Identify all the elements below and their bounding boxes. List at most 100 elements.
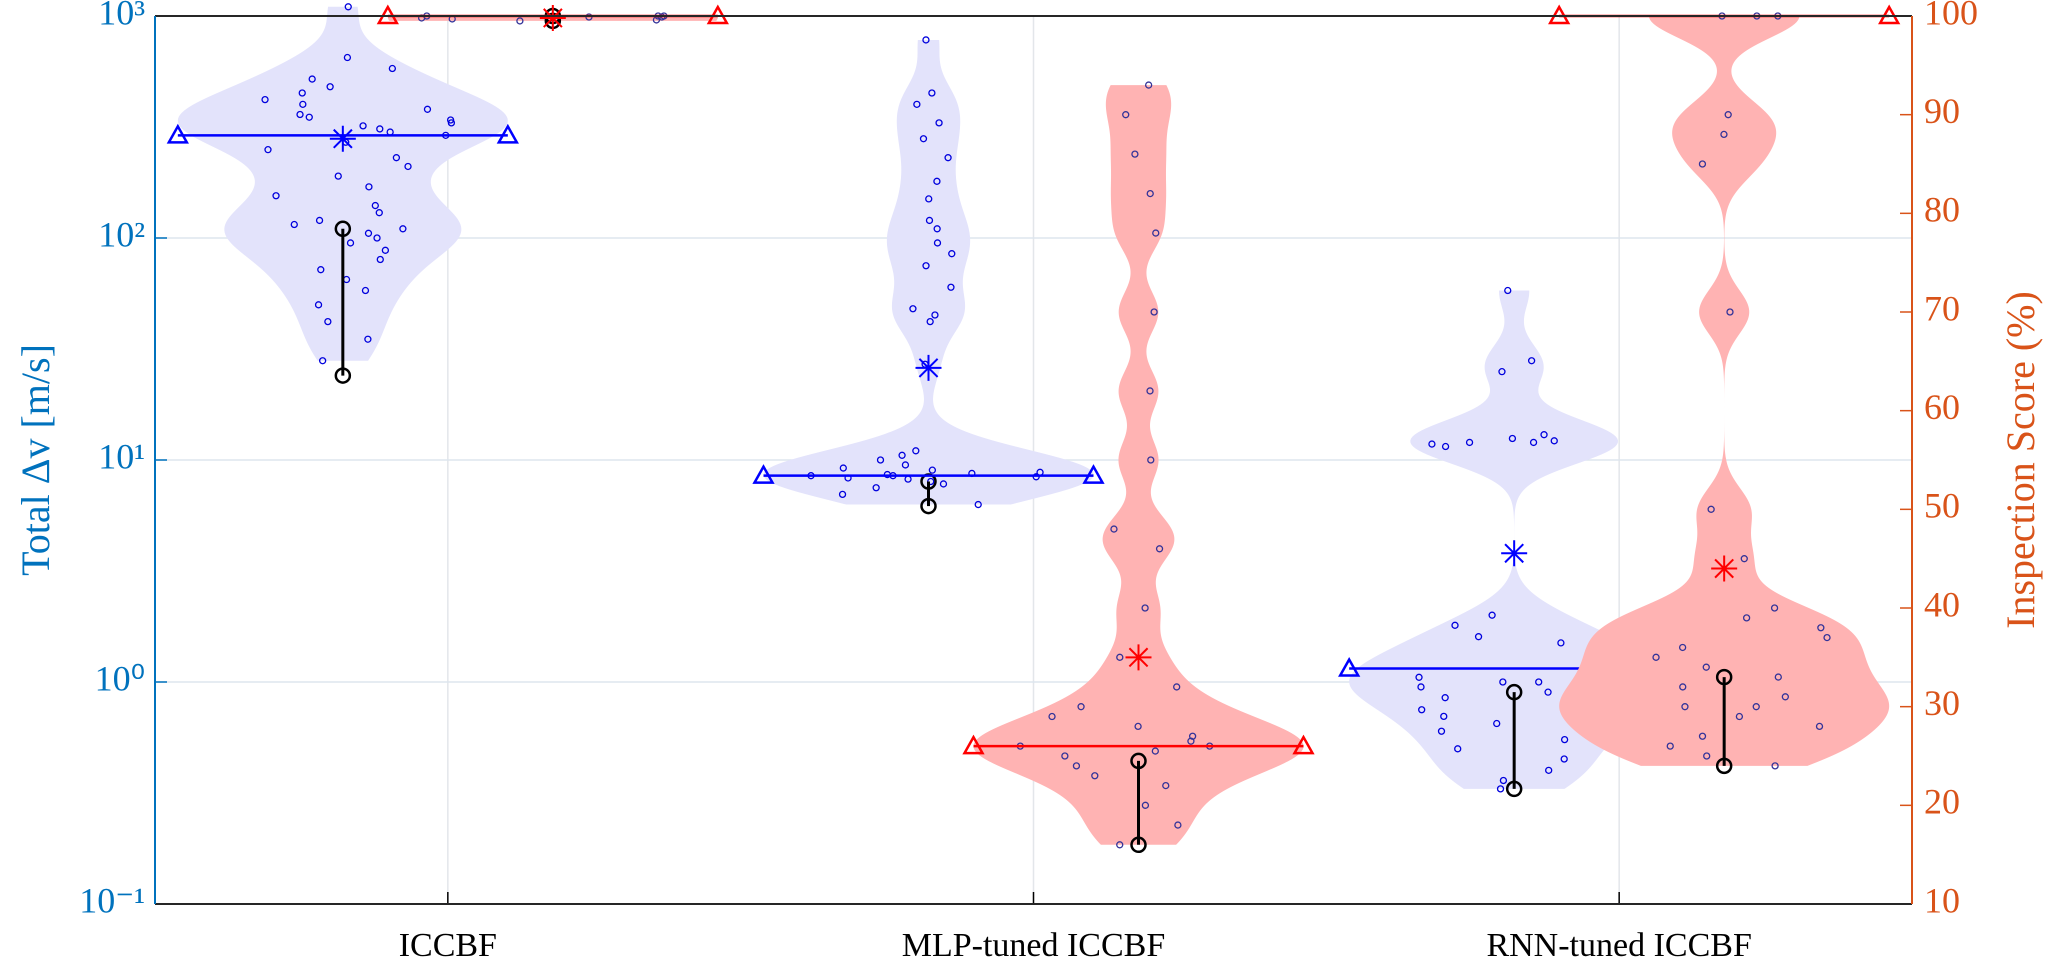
data-point — [1428, 440, 1436, 448]
data-point — [1488, 611, 1496, 619]
data-point — [1560, 735, 1569, 744]
data-point — [381, 246, 390, 254]
data-point — [290, 220, 298, 229]
data-point — [375, 209, 383, 217]
y-tick-label: 10¹ — [98, 436, 145, 476]
data-point — [1508, 434, 1517, 443]
data-point — [399, 225, 407, 233]
y2-tick-label: 10 — [1924, 880, 1960, 920]
data-point — [898, 451, 906, 459]
data-point — [1061, 752, 1069, 760]
y2-axis-label: Inspection Score (%) — [1998, 291, 2043, 629]
data-point — [1498, 368, 1506, 376]
violin — [1559, 16, 1890, 766]
data-point — [1735, 712, 1744, 721]
y2-tick-label: 100 — [1924, 0, 1978, 32]
data-point — [926, 317, 934, 326]
data-point — [901, 461, 910, 469]
data-point — [299, 100, 307, 108]
y2-tick-label: 40 — [1924, 584, 1960, 624]
whisker-end — [1505, 780, 1523, 798]
data-point — [298, 89, 306, 97]
data-point — [922, 36, 930, 44]
data-point — [1557, 639, 1565, 647]
data-point — [1048, 712, 1056, 721]
mean-marker — [1501, 540, 1528, 567]
data-point — [1474, 633, 1483, 641]
data-point — [1141, 604, 1149, 612]
whisker-end — [920, 497, 937, 515]
data-point — [264, 146, 272, 154]
data-point — [324, 317, 332, 326]
data-point — [1116, 653, 1124, 661]
data-point — [1440, 712, 1448, 721]
data-point — [343, 53, 352, 62]
data-point — [1535, 678, 1543, 686]
data-point — [423, 105, 432, 113]
whisker-end — [1715, 757, 1733, 775]
data-point — [1496, 785, 1505, 793]
data-point — [1417, 683, 1425, 691]
data-point — [933, 177, 941, 185]
data-point — [876, 456, 885, 464]
data-point — [1774, 673, 1782, 681]
data-point — [1077, 703, 1085, 711]
data-point — [318, 357, 327, 365]
data-point — [838, 490, 847, 499]
data-point — [516, 17, 524, 25]
data-point — [925, 216, 934, 225]
data-point — [376, 125, 384, 133]
y-axis-label: Total Δv [m/s] — [13, 344, 58, 576]
data-point — [1499, 776, 1508, 785]
data-point — [947, 283, 955, 291]
whisker-end — [1715, 668, 1733, 686]
data-point — [925, 195, 933, 203]
data-point — [909, 305, 917, 313]
data-point — [1740, 555, 1748, 563]
x-tick-label: MLP-tuned ICCBF — [902, 927, 1166, 962]
data-point — [1134, 722, 1142, 731]
y-tick-label: 10² — [98, 214, 145, 254]
data-point — [1116, 841, 1124, 849]
data-point — [1781, 693, 1789, 701]
data-point — [344, 3, 352, 11]
data-point — [1131, 150, 1139, 158]
x-tick-label: RNN-tuned ICCBF — [1486, 927, 1751, 962]
data-point — [315, 216, 324, 225]
data-point — [944, 154, 952, 162]
median-end — [166, 123, 189, 144]
data-point — [361, 286, 370, 295]
whisker-end — [334, 367, 352, 384]
data-point — [1698, 732, 1707, 740]
y2-tick-label: 20 — [1924, 782, 1960, 822]
data-point — [933, 225, 941, 233]
data-point — [1188, 732, 1197, 740]
data-point — [939, 480, 948, 488]
data-point — [1146, 387, 1154, 395]
data-point — [1550, 437, 1558, 445]
data-point — [1150, 308, 1158, 316]
data-point — [1173, 683, 1181, 691]
data-point — [922, 262, 930, 270]
whisker-end — [1505, 683, 1523, 701]
whisker-end — [334, 220, 352, 238]
data-point — [1815, 722, 1824, 731]
data-point — [373, 234, 381, 242]
data-point — [1652, 653, 1660, 661]
data-point — [1698, 160, 1707, 168]
data-point — [1681, 703, 1689, 711]
data-point — [935, 119, 943, 127]
data-point — [948, 250, 956, 258]
data-point — [1072, 762, 1081, 770]
y-tick-label: 10⁻¹ — [79, 880, 145, 920]
violin — [177, 6, 508, 361]
data-point — [974, 500, 982, 509]
median-end — [1338, 656, 1361, 677]
data-point — [364, 335, 372, 343]
data-point — [931, 311, 939, 319]
data-point — [365, 183, 373, 191]
data-point — [1451, 621, 1459, 629]
data-point — [1415, 673, 1423, 681]
